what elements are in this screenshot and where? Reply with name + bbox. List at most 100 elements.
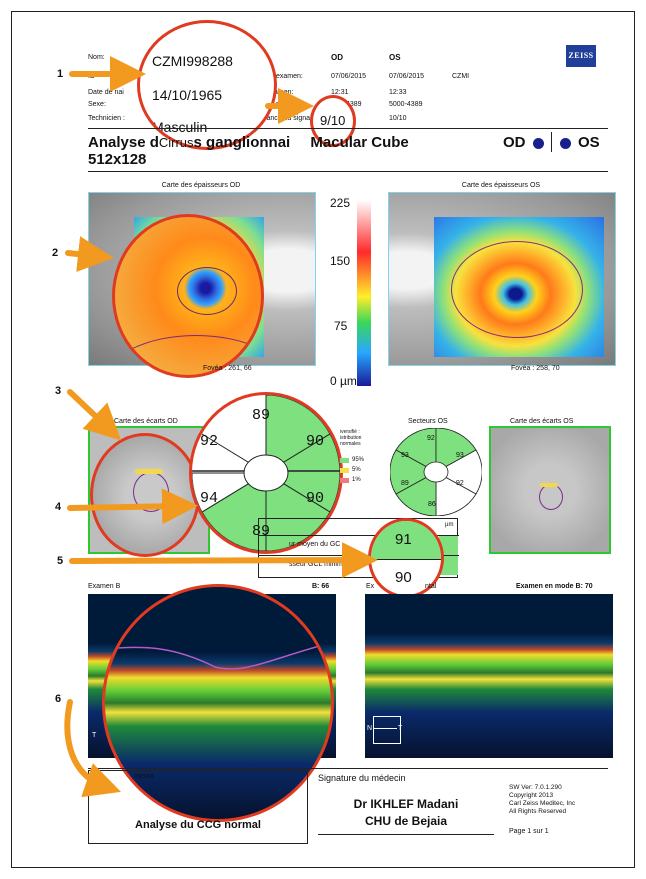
annotation-5: 5 <box>57 555 64 567</box>
scale-tick-150: 150 <box>330 254 351 268</box>
ecart-od-yellow-arc <box>135 469 163 474</box>
ecart-os-ellipse <box>539 484 563 510</box>
od-sector-inferotemporal: 94 <box>200 490 219 507</box>
od-sectors-svg <box>192 395 340 551</box>
title-line2: 512x128 <box>88 151 147 168</box>
zoom-signal-value: 9/10 <box>320 113 346 128</box>
bscan-od-right: B: 66 <box>312 583 330 590</box>
fovea-os: Fovéa : 258, 70 <box>511 365 560 372</box>
zoom-fovea-ring <box>177 267 237 315</box>
page-number: Page 1 sur 1 <box>509 828 549 835</box>
ecart-os-map <box>489 426 611 554</box>
ecart-os-yellow-arc <box>540 483 558 487</box>
bscan-os-image: N T <box>365 594 613 758</box>
bscan-os-mid: ntal <box>425 583 437 590</box>
gcl-average-label: ur moyen du GC <box>289 541 341 548</box>
signature-line <box>318 834 494 835</box>
os-signal: 10/10 <box>389 115 407 122</box>
bscan-od-t: T <box>92 732 97 739</box>
annotation-2: 2 <box>52 247 59 259</box>
zeiss-logo-text: ZEISS <box>568 51 594 60</box>
comment-label-c: C <box>93 773 99 780</box>
label-date-examen: Date d'examen: <box>254 73 303 80</box>
title-top-rule <box>88 128 608 129</box>
bscan-os-orientation-line <box>373 728 397 729</box>
bscan-zoom-svg <box>105 642 331 670</box>
os-sector-superonasal: 93 <box>456 452 464 459</box>
os-sector-inferonasal: 92 <box>456 480 464 487</box>
bscan-os-left: Ex <box>366 583 375 590</box>
signal-strength-zoom: 9/10 <box>310 95 356 147</box>
title-bottom-rule <box>88 171 608 172</box>
legend-95: 95% <box>352 457 365 463</box>
os-sector-superotemporal: 93 <box>401 452 409 459</box>
header-od: OD <box>331 53 343 62</box>
header-os: OS <box>389 53 401 62</box>
company: Carl Zeiss Meditec, Inc <box>509 800 576 807</box>
comment-text: Analyse du CCG normal <box>135 819 261 831</box>
bscan-os-n: N <box>367 725 373 732</box>
od-sector-inferonasal: 90 <box>306 490 325 507</box>
od-sector-superior: 89 <box>252 407 271 424</box>
footer-top-rule <box>88 768 608 769</box>
gcl-zoom-average: 91 <box>395 531 412 548</box>
os-ellipse-outline <box>451 241 583 338</box>
title-od: OD <box>503 134 526 151</box>
legend-1: 1% <box>352 477 361 483</box>
label-id: ID <box>88 73 95 80</box>
os-numero: 5000-4389 <box>389 101 423 108</box>
bscan-zoom <box>102 584 334 822</box>
scale-tick-0: 0 µm <box>330 374 357 388</box>
od-map-title: Carte des épaisseurs OD <box>161 182 241 189</box>
os-eye-icon <box>560 138 571 149</box>
annotation-1: 1 <box>57 68 64 80</box>
bscan-os-right: Examen en mode B: 70 <box>516 583 593 590</box>
comment-label-suffix: menta <box>134 773 154 780</box>
label-nom: Nom: <box>88 54 105 61</box>
os-sector-superior: 92 <box>427 435 435 442</box>
gcl-unit: µm <box>445 522 454 528</box>
sw-version: SW Ver: 7.0.1.290 <box>509 784 562 791</box>
od-heure-examen: 12:31 <box>331 89 349 96</box>
legend-swatch-1 <box>340 478 349 483</box>
legend-swatch-5 <box>340 468 349 473</box>
annotation-4: 4 <box>55 501 62 513</box>
signature-label: Signature du médecin <box>318 773 406 783</box>
legend-5: 5% <box>352 467 361 473</box>
bscan-os-right-label: Examen en mode B: <box>516 583 583 590</box>
os-map-title: Carte des épaisseurs OS <box>461 182 541 189</box>
rights: All Rights Reserved <box>509 808 567 815</box>
od-numero: 4389 <box>346 101 362 108</box>
software-info: SW Ver: 7.0.1.290 Copyright 2013 Carl Ze… <box>509 784 575 816</box>
od-date-examen: 07/06/2015 <box>331 73 367 80</box>
hospital-name: CHU de Bejaia <box>364 814 448 828</box>
annotation-3: 3 <box>55 385 62 397</box>
od-sectors-zoom: 89 90 90 89 94 92 <box>189 392 343 554</box>
zeiss-logo: ZEISS <box>566 45 596 67</box>
title-part-a: Analyse d <box>88 134 159 151</box>
zoom-patient-name: CZMI998288 <box>152 53 233 69</box>
gcl-average-od-cell <box>439 536 458 555</box>
scale-tick-75: 75 <box>334 319 348 333</box>
ecart-od-zoom <box>90 433 200 557</box>
gcl-zoom-top-cell <box>371 521 441 560</box>
eye-divider <box>551 132 552 152</box>
doctor-name: Dr IKHLEF Madani <box>353 797 459 811</box>
label-technicien: Technicien : <box>88 115 125 122</box>
title-part-d: Macular Cube <box>310 134 409 151</box>
ecart-od-ellipse <box>133 472 169 512</box>
od-sector-superonasal: 90 <box>306 433 325 450</box>
os-thickness-map <box>388 192 616 366</box>
gcl-row-rule-1 <box>259 535 459 536</box>
bscan-od-title: Examen B <box>88 583 121 590</box>
legend-swatch-95 <box>340 458 349 463</box>
label-sexe: Sexe: <box>88 101 106 108</box>
fovea-od: Fovéa : 261, 66 <box>203 365 252 372</box>
scale-tick-225: 225 <box>330 196 351 210</box>
title-part-c: s ganglionnai <box>193 134 291 151</box>
normative-legend-title: iversifié : istribution normales <box>340 429 362 447</box>
gcl-zoom: 91 90 <box>368 518 444 598</box>
ecart-od-title: Carte des écarts OD <box>114 418 178 425</box>
gcl-zoom-minimum: 90 <box>395 569 412 586</box>
